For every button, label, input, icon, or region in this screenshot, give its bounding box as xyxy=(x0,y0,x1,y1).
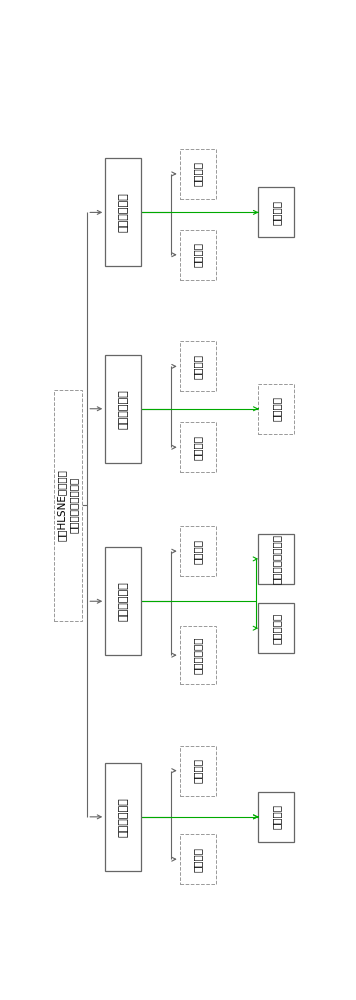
Bar xyxy=(180,626,216,684)
Bar xyxy=(54,389,82,620)
Bar xyxy=(258,603,294,653)
Text: 数据库管理: 数据库管理 xyxy=(271,613,281,644)
Bar xyxy=(258,792,294,842)
Bar xyxy=(180,422,216,472)
Text: 故障诊断单元: 故障诊断单元 xyxy=(118,797,128,837)
Text: 数据库备份与恢复: 数据库备份与恢复 xyxy=(271,534,281,584)
Text: 故障诊断: 故障诊断 xyxy=(193,847,203,872)
Text: 历史曲线显示: 历史曲线显示 xyxy=(193,636,203,674)
Bar xyxy=(105,355,141,463)
Text: 实时监测单元: 实时监测单元 xyxy=(118,389,128,429)
Bar xyxy=(258,534,294,584)
Bar xyxy=(180,526,216,576)
Text: 故障预测: 故障预测 xyxy=(271,804,281,829)
Bar xyxy=(105,158,141,266)
Text: 状态评估: 状态评估 xyxy=(193,758,203,783)
Text: 基于HLSNE的水轮机
组状态监测实现系统: 基于HLSNE的水轮机 组状态监测实现系统 xyxy=(57,469,79,541)
Text: 手动采集: 手动采集 xyxy=(193,161,203,186)
Text: 数据查询: 数据查询 xyxy=(193,539,203,564)
Bar xyxy=(180,834,216,884)
Bar xyxy=(180,341,216,391)
Bar xyxy=(180,149,216,199)
Bar xyxy=(258,187,294,237)
Text: 自动采集: 自动采集 xyxy=(271,200,281,225)
Bar xyxy=(180,230,216,280)
Text: 机组总览: 机组总览 xyxy=(193,354,203,379)
Bar xyxy=(105,763,141,871)
Text: 数据管理单元: 数据管理单元 xyxy=(118,581,128,621)
Text: 数据采集单元: 数据采集单元 xyxy=(118,193,128,232)
Bar xyxy=(180,746,216,796)
Text: 棒图监测: 棒图监测 xyxy=(271,396,281,421)
Bar xyxy=(258,384,294,434)
Text: 参数设置: 参数设置 xyxy=(193,242,203,267)
Text: 图谱监测: 图谱监测 xyxy=(193,435,203,460)
Bar xyxy=(105,547,141,655)
